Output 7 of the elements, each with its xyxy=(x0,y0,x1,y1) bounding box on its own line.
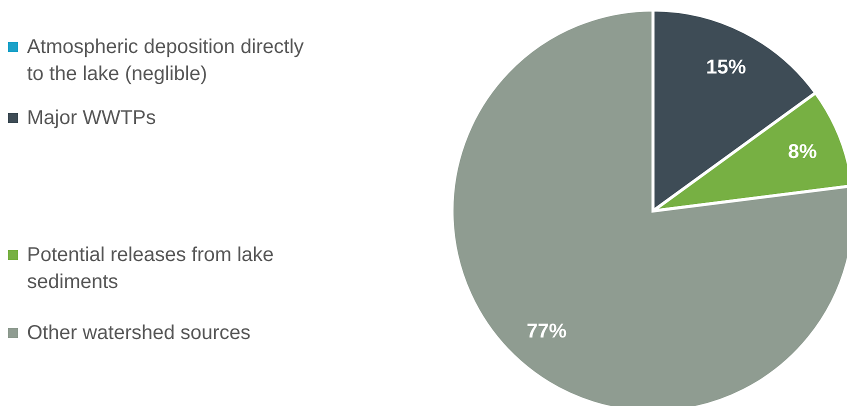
legend-label: Major WWTPs xyxy=(27,106,156,131)
legend-label: Atmospheric deposition directly to the lake (neglible) xyxy=(27,35,305,87)
data-label: 15% xyxy=(706,56,746,79)
legend-label: Potential releases from lake sediments xyxy=(27,243,275,295)
legend-label: Other watershed sources xyxy=(27,321,250,346)
data-label: 8% xyxy=(788,140,818,163)
data-label: 77% xyxy=(526,320,567,343)
